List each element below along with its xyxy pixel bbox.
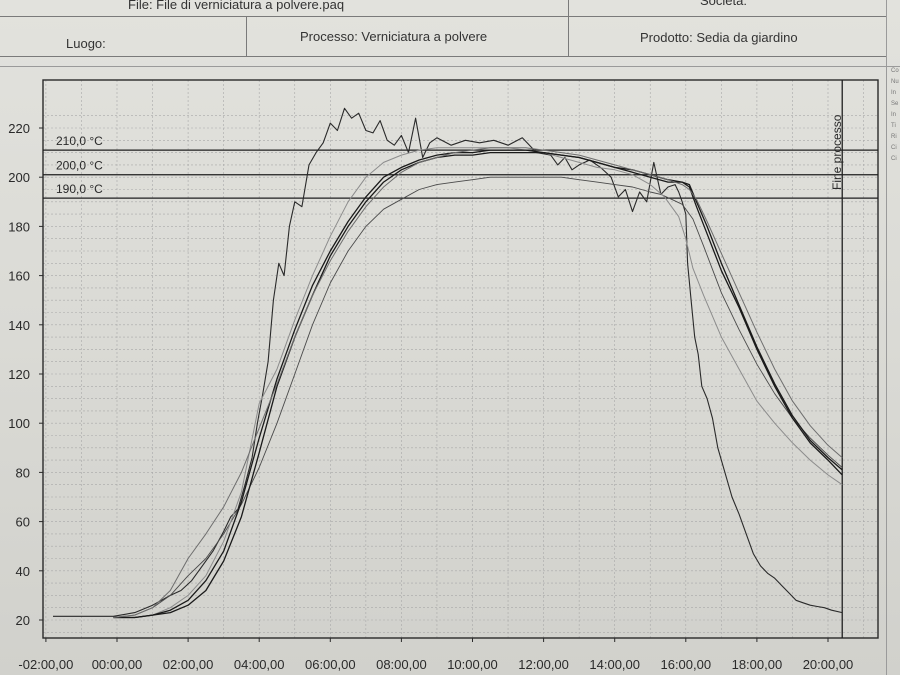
series-line-6 bbox=[113, 147, 843, 618]
x-tick-label: 00:00,00 bbox=[92, 657, 143, 672]
y-tick-label: 40 bbox=[16, 564, 30, 579]
side-fragment: Ci bbox=[891, 156, 897, 162]
y-tick-label: 140 bbox=[8, 318, 30, 333]
y-tick-label: 180 bbox=[8, 219, 30, 234]
series-line-3 bbox=[113, 147, 843, 618]
end-process-label: Fine processo bbox=[830, 114, 844, 190]
x-tick-label: 04:00,00 bbox=[234, 657, 285, 672]
y-tick-label: 100 bbox=[8, 416, 30, 431]
x-tick-label: 12:00,00 bbox=[518, 657, 569, 672]
y-tick-label: 120 bbox=[8, 367, 30, 382]
header-divider-3 bbox=[886, 0, 887, 675]
file-name-label: File: File di verniciatura a polvere.paq bbox=[128, 0, 345, 12]
series-line-1 bbox=[53, 107, 843, 617]
y-tick-label: 200 bbox=[8, 170, 30, 185]
y-tick-label: 80 bbox=[16, 465, 30, 480]
y-tick-label: 220 bbox=[8, 121, 30, 136]
x-tick-label: 08:00,00 bbox=[376, 657, 427, 672]
series-line-2 bbox=[113, 176, 843, 618]
header-rule-top bbox=[0, 16, 886, 17]
reference-line-label: 200,0 °C bbox=[56, 159, 103, 173]
side-fragment: In bbox=[891, 112, 897, 118]
reference-line-label: 210,0 °C bbox=[56, 134, 103, 148]
side-fragment: Ci bbox=[891, 145, 897, 151]
x-tick-label: 16:00,00 bbox=[660, 657, 711, 672]
x-tick-label: 02:00,00 bbox=[163, 657, 214, 672]
x-tick-label: 10:00,00 bbox=[447, 657, 498, 672]
x-tick-label: 06:00,00 bbox=[305, 657, 356, 672]
reference-line-label: 190,0 °C bbox=[56, 182, 103, 196]
x-tick-label: 14:00,00 bbox=[589, 657, 640, 672]
side-fragment: Nu bbox=[891, 79, 899, 85]
header-divider-1 bbox=[246, 16, 247, 56]
header-divider-2 bbox=[568, 0, 569, 56]
x-tick-label: 18:00,00 bbox=[732, 657, 783, 672]
y-tick-label: 60 bbox=[16, 515, 30, 530]
series-line-5 bbox=[113, 151, 843, 619]
side-fragment: Se bbox=[891, 101, 899, 107]
side-fragment: In bbox=[891, 90, 897, 96]
y-tick-label: 20 bbox=[16, 613, 30, 628]
prodotto-label: Prodotto: Sedia da giardino bbox=[640, 30, 798, 45]
header-rule-bottom bbox=[0, 56, 886, 57]
header-rule-base bbox=[0, 66, 900, 67]
x-tick-label: -02:00,00 bbox=[18, 657, 73, 672]
plot-frame bbox=[42, 79, 879, 639]
series-line-4 bbox=[113, 149, 843, 619]
luogo-label: Luogo: bbox=[66, 36, 106, 51]
x-tick-label: 20:00,00 bbox=[803, 657, 854, 672]
y-tick-label: 160 bbox=[8, 269, 30, 284]
societa-label: Società: bbox=[700, 0, 747, 8]
side-fragment: Ti bbox=[891, 123, 896, 129]
side-fragment: Co bbox=[891, 68, 899, 74]
side-fragment: Ri bbox=[891, 134, 897, 140]
processo-label: Processo: Verniciatura a polvere bbox=[300, 29, 488, 44]
